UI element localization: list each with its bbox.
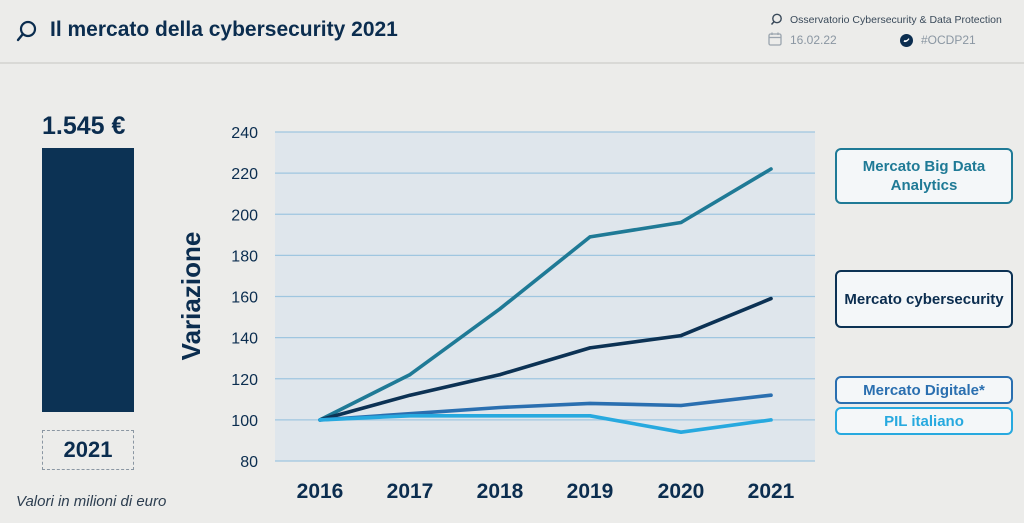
data-point — [408, 373, 412, 377]
y-tick-label: 120 — [231, 372, 258, 389]
calendar-icon — [768, 32, 782, 46]
x-tick-label: 2018 — [477, 480, 524, 503]
data-point — [318, 418, 322, 422]
y-tick-label: 200 — [231, 207, 258, 224]
data-point — [769, 296, 773, 301]
data-point — [408, 393, 412, 397]
legend-entry: Mercato Digitale* — [835, 376, 1013, 404]
y-tick-label: 180 — [231, 248, 258, 265]
data-point — [679, 333, 683, 338]
magnifier-icon — [16, 20, 37, 42]
data-point — [588, 401, 592, 406]
x-tick-label: 2017 — [387, 480, 434, 503]
y-tick-label: 80 — [240, 454, 258, 471]
data-point — [679, 220, 683, 225]
data-point — [679, 403, 683, 408]
hashtag: #OCDP21 — [921, 33, 976, 47]
data-point — [769, 167, 773, 171]
market-year: 2021 — [42, 430, 134, 470]
data-point — [408, 414, 412, 418]
y-tick-labels: 80 100 120 140 160 180 200 220 240 — [231, 125, 258, 471]
y-axis-label: Variazione — [176, 232, 206, 361]
data-point — [588, 235, 592, 239]
series-lines — [318, 167, 773, 435]
series-line — [318, 167, 773, 422]
x-tick-label: 2019 — [567, 480, 614, 503]
x-tick-labels: 2016 2017 2018 2019 2020 2021 — [297, 480, 795, 503]
grid-lines — [275, 131, 815, 462]
data-point — [588, 346, 592, 350]
event-date: 16.02.22 — [790, 33, 837, 47]
data-point — [679, 430, 683, 434]
legend-entry: PIL italiano — [835, 407, 1013, 435]
data-point — [769, 418, 773, 422]
data-point — [498, 405, 502, 410]
observatory-name: Osservatorio Cybersecurity & Data Protec… — [790, 14, 1002, 26]
x-tick-label: 2016 — [297, 480, 344, 503]
data-point — [498, 373, 502, 377]
y-tick-label: 220 — [231, 166, 258, 183]
y-tick-label: 140 — [231, 331, 258, 348]
magnifier-small-icon — [770, 13, 782, 25]
legend-entry: Mercato cybersecurity — [835, 270, 1013, 328]
series-line — [318, 413, 773, 435]
y-tick-label: 160 — [231, 290, 258, 307]
x-tick-label: 2020 — [658, 480, 705, 503]
market-value-bar — [42, 148, 134, 412]
series-line — [318, 296, 773, 422]
y-tick-label: 240 — [231, 125, 258, 142]
header-bar: Il mercato della cybersecurity 2021 Osse… — [0, 0, 1024, 64]
market-value: 1.545 € — [42, 112, 126, 140]
data-point — [769, 393, 773, 397]
legend-entry: Mercato Big Data Analytics — [835, 148, 1013, 204]
data-point — [498, 307, 502, 311]
page-title: Il mercato della cybersecurity 2021 — [50, 18, 398, 41]
data-point — [498, 414, 502, 418]
data-point — [588, 414, 592, 418]
y-tick-label: 100 — [231, 413, 258, 430]
unit-note: Valori in milioni di euro — [16, 493, 167, 510]
x-tick-label: 2021 — [748, 480, 795, 503]
twitter-icon — [900, 34, 913, 47]
